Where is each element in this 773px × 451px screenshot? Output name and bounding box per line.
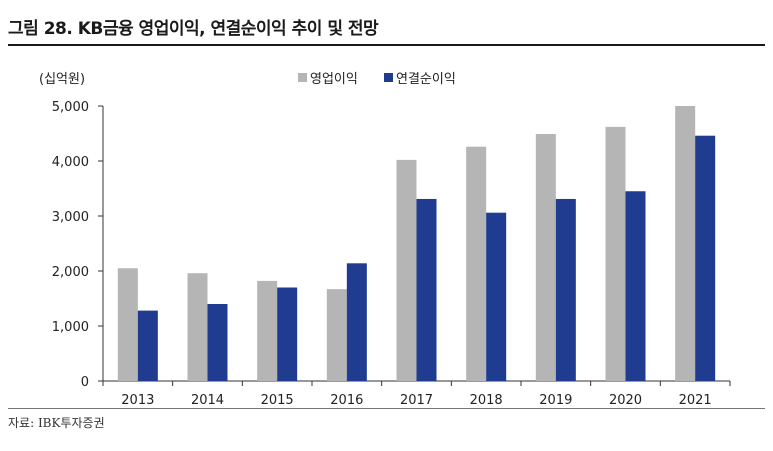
- source-note: 자료: IBK투자증권: [8, 416, 105, 430]
- bar-net-profit: [346, 263, 367, 381]
- y-tick-label: 5,000: [52, 100, 89, 115]
- legend-label: 연결순이익: [396, 72, 456, 87]
- bar-operating-profit: [535, 134, 556, 381]
- x-tick-label: 2018: [470, 393, 503, 408]
- x-tick-label: 2013: [121, 393, 154, 408]
- bar-operating-profit: [117, 268, 138, 381]
- title-divider: [8, 44, 765, 46]
- bars: [117, 106, 716, 382]
- bar-net-profit: [277, 287, 298, 381]
- x-tick-label: 2020: [609, 393, 642, 408]
- figure-title: 그림 28. KB금융 영업이익, 연결순이익 추이 및 전망: [8, 19, 379, 39]
- y-tick-label: 1,000: [52, 320, 89, 335]
- x-tick-label: 2017: [400, 393, 433, 408]
- x-axis: 2013 2014 2015 2016 2017 2018 2019 2020 2021: [102, 380, 731, 408]
- bar-operating-profit: [675, 106, 696, 381]
- bar-net-profit: [416, 198, 437, 381]
- bar-net-profit: [486, 212, 507, 381]
- legend-label: 영업이익: [310, 72, 358, 87]
- legend-swatch: [384, 73, 393, 82]
- y-axis: 0 1,000 2,000 3,000 4,000 5,000: [52, 100, 104, 390]
- y-tick-label: 3,000: [52, 210, 89, 225]
- x-tick-label: 2019: [539, 393, 572, 408]
- bar-operating-profit: [396, 159, 417, 381]
- x-tick-label: 2021: [679, 393, 712, 408]
- bar-net-profit: [207, 304, 228, 381]
- bar-operating-profit: [326, 289, 347, 381]
- legend-swatch: [298, 73, 307, 82]
- bottom-divider: [8, 408, 765, 409]
- bar-net-profit: [625, 191, 646, 381]
- y-axis-unit-label: (십억원): [39, 72, 85, 87]
- y-tick-label: 2,000: [52, 265, 89, 280]
- bar-operating-profit: [187, 273, 208, 381]
- y-tick-label: 4,000: [52, 155, 89, 170]
- legend: 영업이익 연결순이익: [298, 72, 456, 87]
- x-tick-label: 2015: [261, 393, 294, 408]
- x-tick-label: 2016: [330, 393, 363, 408]
- bar-operating-profit: [257, 280, 278, 381]
- bar-net-profit: [695, 135, 716, 381]
- bar-operating-profit: [466, 146, 487, 381]
- bar-net-profit: [555, 198, 576, 381]
- bar-operating-profit: [605, 126, 626, 382]
- bar-net-profit: [137, 310, 158, 381]
- x-tick-label: 2014: [191, 393, 224, 408]
- y-tick-label: 0: [81, 375, 89, 390]
